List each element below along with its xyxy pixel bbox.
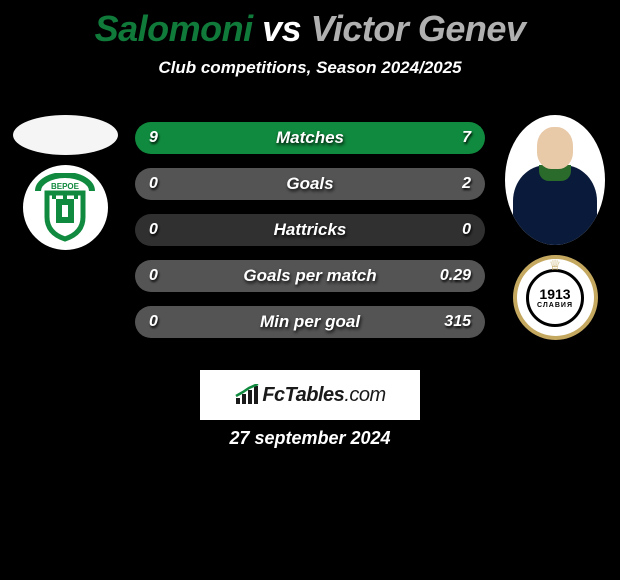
left-player-column: BEPOE — [0, 115, 130, 250]
stat-right-value: 2 — [431, 175, 471, 193]
stat-row: 0 Min per goal 315 — [135, 306, 485, 338]
stat-left-value: 0 — [149, 313, 189, 331]
stat-label: Min per goal — [260, 312, 360, 332]
player2-club-badge: ♕ 1913 СЛАВИЯ — [513, 255, 598, 340]
club-badge-left-icon: BEPOE — [30, 173, 100, 243]
player1-name: Salomoni — [95, 8, 253, 49]
subtitle: Club competitions, Season 2024/2025 — [0, 58, 620, 78]
stat-row: 9 Matches 7 — [135, 122, 485, 154]
right-player-column: ♕ 1913 СЛАВИЯ — [490, 115, 620, 340]
stat-left-value: 0 — [149, 175, 189, 193]
stat-right-value: 0.29 — [431, 267, 471, 285]
player2-photo — [505, 115, 605, 245]
stat-right-value: 7 — [431, 129, 471, 147]
svg-text:BEPOE: BEPOE — [51, 182, 80, 191]
comparison-title: Salomoni vs Victor Genev — [0, 0, 620, 50]
brand-watermark: FcTables.com — [200, 370, 420, 420]
stat-label: Matches — [276, 128, 344, 148]
date-label: 27 september 2024 — [0, 428, 620, 449]
club-name: СЛАВИЯ — [537, 302, 573, 309]
stats-table: 9 Matches 7 0 Goals 2 0 Hattricks 0 0 Goals per ma… — [135, 122, 485, 352]
stat-label: Goals per match — [243, 266, 376, 286]
player1-club-badge: BEPOE — [23, 165, 108, 250]
stat-right-value: 315 — [431, 313, 471, 331]
stat-row: 0 Hattricks 0 — [135, 214, 485, 246]
stat-row: 0 Goals 2 — [135, 168, 485, 200]
player2-name: Victor Genev — [311, 8, 526, 49]
vs-separator: vs — [262, 8, 301, 49]
brand-text: FcTables.com — [262, 384, 385, 407]
player1-photo-placeholder — [13, 115, 118, 155]
stat-row: 0 Goals per match 0.29 — [135, 260, 485, 292]
club-year: 1913 — [539, 286, 570, 302]
stat-label: Hattricks — [274, 220, 347, 240]
brand-chart-icon — [234, 384, 260, 406]
stat-left-value: 0 — [149, 221, 189, 239]
crown-icon: ♕ — [549, 257, 562, 274]
stat-label: Goals — [286, 174, 333, 194]
stat-left-value: 9 — [149, 129, 189, 147]
stat-left-value: 0 — [149, 267, 189, 285]
stat-right-value: 0 — [431, 221, 471, 239]
